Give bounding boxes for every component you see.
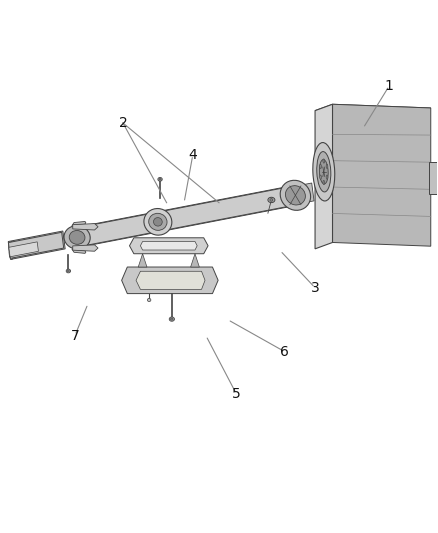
Ellipse shape	[326, 164, 328, 168]
Polygon shape	[9, 242, 39, 257]
Polygon shape	[136, 271, 205, 289]
Ellipse shape	[280, 180, 311, 211]
Ellipse shape	[64, 225, 90, 249]
Polygon shape	[72, 222, 86, 225]
Ellipse shape	[319, 159, 328, 184]
Polygon shape	[73, 245, 98, 251]
Polygon shape	[138, 254, 147, 267]
Polygon shape	[80, 187, 292, 246]
Ellipse shape	[268, 197, 275, 203]
Ellipse shape	[320, 175, 321, 179]
Text: 4: 4	[188, 148, 197, 162]
Ellipse shape	[144, 208, 172, 235]
Ellipse shape	[158, 177, 162, 181]
Ellipse shape	[66, 269, 71, 273]
Ellipse shape	[313, 142, 335, 201]
Text: 5: 5	[232, 387, 241, 401]
Text: 6: 6	[280, 344, 289, 359]
Ellipse shape	[169, 317, 174, 321]
Polygon shape	[72, 249, 86, 253]
Text: 1: 1	[385, 79, 394, 93]
Ellipse shape	[323, 159, 325, 163]
Ellipse shape	[323, 180, 325, 184]
Ellipse shape	[9, 241, 14, 260]
Ellipse shape	[148, 298, 151, 302]
Polygon shape	[8, 231, 65, 260]
Ellipse shape	[69, 230, 85, 244]
Ellipse shape	[159, 179, 161, 180]
Polygon shape	[9, 239, 41, 256]
Ellipse shape	[286, 185, 305, 205]
Polygon shape	[122, 267, 218, 294]
Polygon shape	[297, 183, 314, 204]
Text: 2: 2	[119, 116, 127, 130]
Ellipse shape	[326, 175, 328, 179]
Polygon shape	[76, 185, 297, 247]
Ellipse shape	[270, 199, 273, 201]
Polygon shape	[315, 104, 431, 115]
Polygon shape	[130, 238, 208, 254]
Polygon shape	[332, 104, 431, 246]
Text: 7: 7	[71, 329, 79, 343]
Polygon shape	[315, 104, 332, 249]
Polygon shape	[73, 223, 98, 230]
Polygon shape	[8, 232, 64, 259]
Ellipse shape	[67, 270, 70, 272]
Ellipse shape	[153, 217, 162, 226]
Polygon shape	[191, 254, 199, 267]
Polygon shape	[141, 241, 197, 250]
Ellipse shape	[170, 318, 173, 320]
Ellipse shape	[149, 213, 167, 230]
Ellipse shape	[320, 164, 321, 168]
Ellipse shape	[317, 151, 331, 192]
Text: 3: 3	[311, 281, 319, 295]
Polygon shape	[428, 161, 437, 193]
